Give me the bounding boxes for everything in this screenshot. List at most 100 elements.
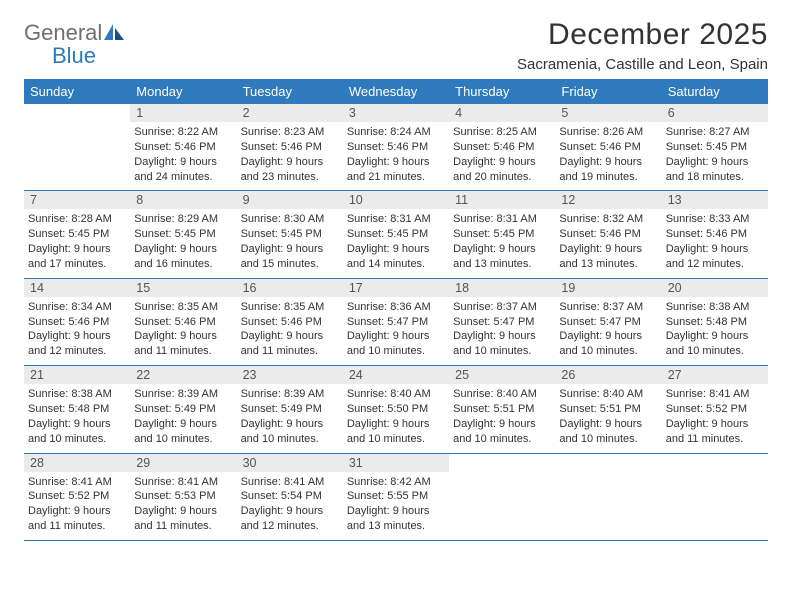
- day-cell: 24Sunrise: 8:40 AMSunset: 5:50 PMDayligh…: [343, 366, 449, 452]
- daylight-text: and 10 minutes.: [347, 432, 445, 447]
- day-cell: 10Sunrise: 8:31 AMSunset: 5:45 PMDayligh…: [343, 191, 449, 277]
- sunrise-text: Sunrise: 8:38 AM: [28, 387, 126, 402]
- day-cell: 20Sunrise: 8:38 AMSunset: 5:48 PMDayligh…: [662, 279, 768, 365]
- sunset-text: Sunset: 5:45 PM: [453, 227, 551, 242]
- day-cell: 23Sunrise: 8:39 AMSunset: 5:49 PMDayligh…: [237, 366, 343, 452]
- weekday-header: Wednesday: [343, 79, 449, 104]
- sunrise-text: Sunrise: 8:24 AM: [347, 125, 445, 140]
- daylight-text: and 10 minutes.: [559, 344, 657, 359]
- sunset-text: Sunset: 5:51 PM: [453, 402, 551, 417]
- daylight-text: Daylight: 9 hours: [28, 329, 126, 344]
- sunrise-text: Sunrise: 8:33 AM: [666, 212, 764, 227]
- daylight-text: and 11 minutes.: [666, 432, 764, 447]
- day-cell: 8 Sunrise: 8:29 AMSunset: 5:45 PMDaylight…: [130, 191, 236, 277]
- sunset-text: Sunset: 5:46 PM: [559, 227, 657, 242]
- sunrise-text: Sunrise: 8:35 AM: [134, 300, 232, 315]
- day-cell: 9Sunrise: 8:30 AMSunset: 5:45 PMDaylight…: [237, 191, 343, 277]
- sunrise-text: Sunrise: 8:37 AM: [559, 300, 657, 315]
- day-cell: 27Sunrise: 8:41 AMSunset: 5:52 PMDayligh…: [662, 366, 768, 452]
- daylight-text: and 15 minutes.: [241, 257, 339, 272]
- day-number: 4: [449, 104, 555, 122]
- daylight-text: Daylight: 9 hours: [134, 155, 232, 170]
- sunset-text: Sunset: 5:45 PM: [134, 227, 232, 242]
- day-cell: 4Sunrise: 8:25 AMSunset: 5:46 PMDaylight…: [449, 104, 555, 190]
- daylight-text: and 11 minutes.: [134, 344, 232, 359]
- daylight-text: Daylight: 9 hours: [453, 242, 551, 257]
- daylight-text: Daylight: 9 hours: [241, 155, 339, 170]
- sunrise-text: Sunrise: 8:23 AM: [241, 125, 339, 140]
- daylight-text: and 13 minutes.: [347, 519, 445, 534]
- daylight-text: Daylight: 9 hours: [241, 504, 339, 519]
- day-cell: [24, 104, 130, 190]
- weekday-header-row: Sunday Monday Tuesday Wednesday Thursday…: [24, 79, 768, 104]
- sunrise-text: Sunrise: 8:41 AM: [134, 475, 232, 490]
- sunrise-text: Sunrise: 8:40 AM: [559, 387, 657, 402]
- sunrise-text: Sunrise: 8:29 AM: [134, 212, 232, 227]
- sunrise-text: Sunrise: 8:40 AM: [347, 387, 445, 402]
- day-cell: 18Sunrise: 8:37 AMSunset: 5:47 PMDayligh…: [449, 279, 555, 365]
- day-number: 6: [662, 104, 768, 122]
- logo-sail-icon: [104, 24, 124, 40]
- daylight-text: Daylight: 9 hours: [241, 329, 339, 344]
- day-cell: 11Sunrise: 8:31 AMSunset: 5:45 PMDayligh…: [449, 191, 555, 277]
- sunset-text: Sunset: 5:45 PM: [28, 227, 126, 242]
- day-number: [555, 454, 661, 472]
- daylight-text: Daylight: 9 hours: [453, 417, 551, 432]
- day-cell: 15Sunrise: 8:35 AMSunset: 5:46 PMDayligh…: [130, 279, 236, 365]
- daylight-text: Daylight: 9 hours: [453, 329, 551, 344]
- day-cell: 26Sunrise: 8:40 AMSunset: 5:51 PMDayligh…: [555, 366, 661, 452]
- daylight-text: Daylight: 9 hours: [453, 155, 551, 170]
- sunrise-text: Sunrise: 8:30 AM: [241, 212, 339, 227]
- daylight-text: and 11 minutes.: [134, 519, 232, 534]
- daylight-text: Daylight: 9 hours: [28, 417, 126, 432]
- week-row: 21Sunrise: 8:38 AMSunset: 5:48 PMDayligh…: [24, 366, 768, 453]
- sunrise-text: Sunrise: 8:42 AM: [347, 475, 445, 490]
- daylight-text: and 20 minutes.: [453, 170, 551, 185]
- day-number: 19: [555, 279, 661, 297]
- sunrise-text: Sunrise: 8:25 AM: [453, 125, 551, 140]
- day-number: 28: [24, 454, 130, 472]
- sunset-text: Sunset: 5:47 PM: [347, 315, 445, 330]
- day-number: 31: [343, 454, 449, 472]
- sunset-text: Sunset: 5:46 PM: [134, 315, 232, 330]
- location-label: Sacramenia, Castille and Leon, Spain: [517, 56, 768, 73]
- daylight-text: and 16 minutes.: [134, 257, 232, 272]
- sunrise-text: Sunrise: 8:22 AM: [134, 125, 232, 140]
- logo-word-2: Blue: [24, 43, 96, 68]
- day-cell: 21Sunrise: 8:38 AMSunset: 5:48 PMDayligh…: [24, 366, 130, 452]
- day-cell: 30Sunrise: 8:41 AMSunset: 5:54 PMDayligh…: [237, 454, 343, 540]
- sunset-text: Sunset: 5:45 PM: [347, 227, 445, 242]
- sunrise-text: Sunrise: 8:40 AM: [453, 387, 551, 402]
- daylight-text: and 23 minutes.: [241, 170, 339, 185]
- day-number: 8: [130, 191, 236, 209]
- sunrise-text: Sunrise: 8:35 AM: [241, 300, 339, 315]
- sunset-text: Sunset: 5:52 PM: [666, 402, 764, 417]
- daylight-text: Daylight: 9 hours: [134, 417, 232, 432]
- weekday-header: Sunday: [24, 79, 130, 104]
- sunset-text: Sunset: 5:49 PM: [241, 402, 339, 417]
- day-number: 20: [662, 279, 768, 297]
- sunset-text: Sunset: 5:46 PM: [559, 140, 657, 155]
- sunset-text: Sunset: 5:49 PM: [134, 402, 232, 417]
- day-number: 7: [24, 191, 130, 209]
- sunset-text: Sunset: 5:46 PM: [666, 227, 764, 242]
- daylight-text: Daylight: 9 hours: [134, 242, 232, 257]
- sunrise-text: Sunrise: 8:41 AM: [241, 475, 339, 490]
- day-number: 11: [449, 191, 555, 209]
- daylight-text: Daylight: 9 hours: [134, 504, 232, 519]
- weekday-header: Tuesday: [237, 79, 343, 104]
- sunset-text: Sunset: 5:55 PM: [347, 489, 445, 504]
- daylight-text: and 10 minutes.: [134, 432, 232, 447]
- daylight-text: and 19 minutes.: [559, 170, 657, 185]
- day-cell: 13Sunrise: 8:33 AMSunset: 5:46 PMDayligh…: [662, 191, 768, 277]
- daylight-text: and 11 minutes.: [241, 344, 339, 359]
- daylight-text: Daylight: 9 hours: [559, 242, 657, 257]
- sunset-text: Sunset: 5:45 PM: [666, 140, 764, 155]
- daylight-text: Daylight: 9 hours: [28, 242, 126, 257]
- sunset-text: Sunset: 5:52 PM: [28, 489, 126, 504]
- day-cell: 16Sunrise: 8:35 AMSunset: 5:46 PMDayligh…: [237, 279, 343, 365]
- sunrise-text: Sunrise: 8:27 AM: [666, 125, 764, 140]
- day-cell: 1Sunrise: 8:22 AMSunset: 5:46 PMDaylight…: [130, 104, 236, 190]
- week-row: 1Sunrise: 8:22 AMSunset: 5:46 PMDaylight…: [24, 104, 768, 191]
- weekday-header: Friday: [555, 79, 661, 104]
